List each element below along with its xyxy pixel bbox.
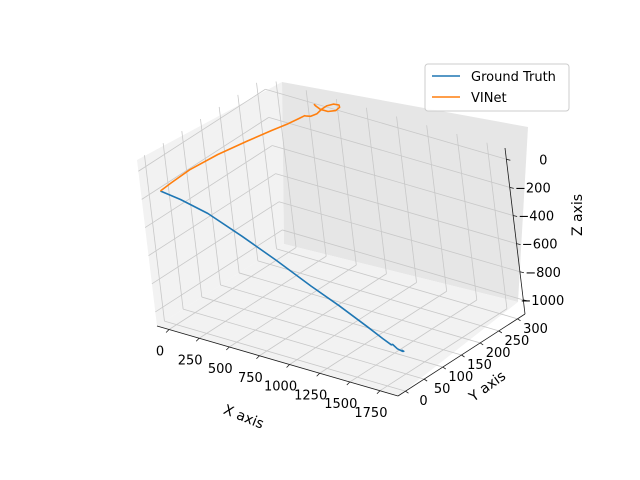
y-tick-label: 50 [434, 382, 451, 397]
z-grid-line [272, 145, 514, 216]
y-grid-line [183, 308, 425, 380]
z-tick-mark [516, 243, 521, 246]
y-grid-line [239, 272, 481, 344]
z-grid-line [151, 201, 280, 285]
grid-lines [138, 81, 524, 392]
z-axis-label: Z axis [570, 194, 586, 236]
x-tick-label: 250 [178, 353, 203, 368]
pane-back [282, 82, 528, 302]
y-grid-line [200, 118, 221, 286]
x-tick-mark [165, 329, 170, 333]
z-tick-label: −800 [525, 266, 561, 281]
x-grid-line [426, 125, 448, 292]
tick-labels: 0250500750100012501500175005010015020025… [156, 153, 564, 420]
legend-label-ground-truth: Ground Truth [471, 70, 556, 85]
x-grid-line [275, 81, 297, 248]
y-tick-label: 200 [486, 346, 511, 361]
y-grid-line [220, 284, 462, 356]
x-tick-mark [346, 381, 351, 386]
y-grid-line [257, 260, 499, 332]
legend: Ground Truth VINet [424, 63, 570, 112]
z-tick-label: −400 [518, 210, 554, 225]
y-tick-label: 0 [419, 394, 427, 409]
x-axis-line [156, 325, 399, 397]
y-grid-line [201, 296, 443, 368]
z-grid-line [141, 117, 269, 200]
z-grid-line [268, 117, 510, 188]
z-grid-line [275, 173, 517, 245]
z-tick-label: −600 [522, 238, 558, 253]
x-tick-label: 0 [156, 345, 164, 360]
y-grid-line [256, 82, 277, 249]
y-tick-mark [479, 342, 484, 346]
x-tick-mark [226, 346, 230, 351]
y-grid-line [237, 94, 259, 261]
x-tick-mark [316, 372, 320, 377]
z-grid-line [144, 145, 273, 228]
x-axis-label: X axis [221, 402, 266, 433]
y-tick-mark [498, 330, 503, 334]
y-grid-line [276, 248, 518, 320]
x-grid-line [366, 107, 387, 274]
x-grid-line [456, 133, 478, 301]
z-grid-line [265, 88, 507, 160]
y-tick-mark [423, 378, 428, 382]
y-grid-line [218, 106, 240, 273]
y-tick-mark [405, 390, 409, 394]
axes-panes [137, 82, 528, 396]
pane-floor [157, 244, 518, 396]
x-grid-line [486, 142, 508, 309]
z-tick-mark [519, 271, 525, 274]
x-tick-mark [256, 355, 260, 360]
y-tick-mark [461, 354, 465, 358]
y-tick-label: 150 [467, 358, 492, 373]
y-tick-label: 300 [523, 322, 548, 337]
y-grid-line [162, 143, 184, 310]
z-grid-line [278, 201, 521, 273]
x-grid-line [335, 98, 357, 266]
x-tick-mark [376, 390, 381, 395]
y-tick-label: 250 [504, 334, 529, 349]
legend-label-vinet: VINet [471, 91, 507, 106]
x-tick-mark [286, 364, 290, 368]
z-tick-label: −200 [515, 181, 551, 196]
z-grid-line [138, 88, 266, 172]
series-line-ground-truth [160, 190, 405, 353]
z-tick-mark [523, 299, 528, 302]
series-line-vinet [159, 103, 341, 192]
z-grid-line [282, 229, 524, 301]
y-tick-label: 100 [448, 370, 473, 385]
z-axis-line [504, 147, 526, 315]
x-grid-line [305, 90, 327, 257]
x-tick-label: 1750 [354, 406, 387, 421]
y-tick-mark [442, 366, 447, 370]
x-tick-label: 1500 [324, 397, 357, 412]
x-tick-label: 500 [208, 362, 233, 377]
x-grid-line [396, 116, 417, 283]
z-grid-line [148, 173, 276, 256]
x-tick-label: 1000 [264, 380, 297, 395]
series-lines [159, 103, 405, 353]
y-grid-line [164, 320, 406, 392]
y-grid-line [144, 155, 165, 322]
z-tick-mark [506, 158, 511, 161]
y-tick-mark [517, 318, 521, 322]
z-tick-mark [509, 187, 514, 189]
z-tick-mark [513, 215, 518, 217]
y-grid-line [181, 131, 203, 298]
z-tick-label: −1000 [520, 294, 564, 309]
x-tick-label: 750 [238, 371, 263, 386]
x-tick-mark [195, 337, 200, 342]
z-tick-label: 0 [539, 153, 547, 168]
z-grid-line [155, 229, 283, 313]
legend-frame [424, 63, 570, 112]
x-tick-label: 1250 [294, 388, 327, 403]
